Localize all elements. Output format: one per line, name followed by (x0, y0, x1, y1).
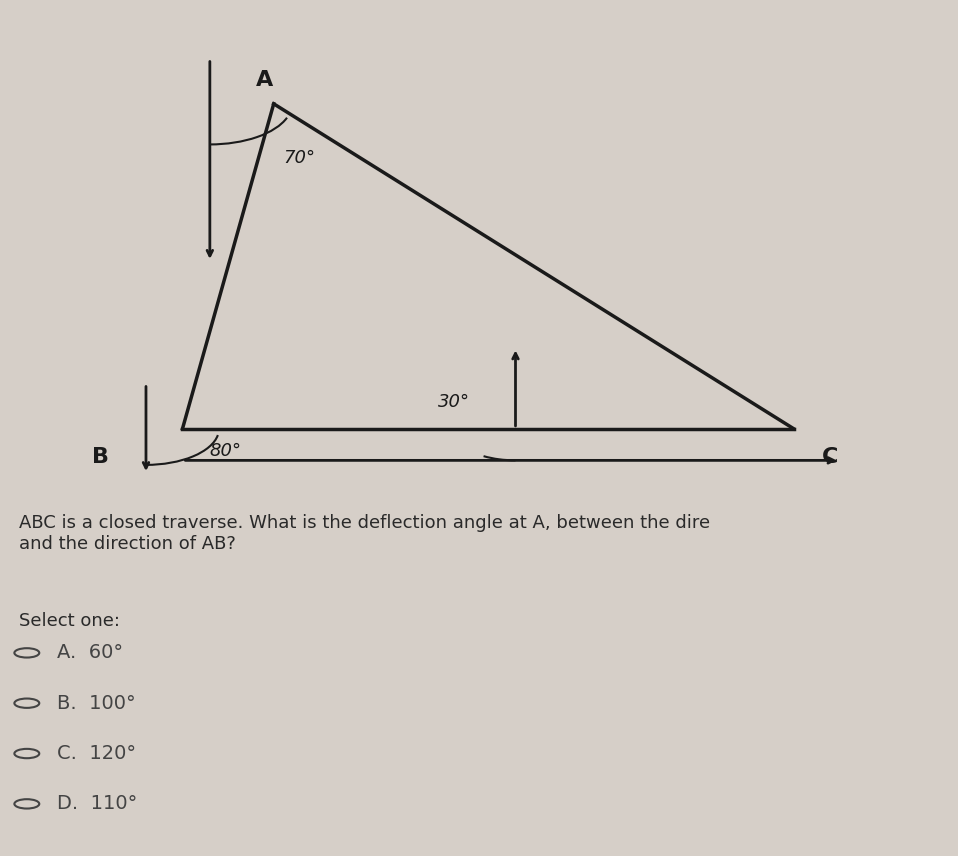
Text: C.  120°: C. 120° (57, 744, 137, 763)
Text: ABC is a closed traverse. What is the deflection angle at A, between the dire
an: ABC is a closed traverse. What is the de… (19, 514, 710, 553)
Text: 80°: 80° (210, 443, 241, 461)
Text: A: A (256, 70, 273, 90)
Text: 30°: 30° (438, 393, 469, 411)
Text: D.  110°: D. 110° (57, 794, 138, 813)
Text: C: C (822, 447, 838, 467)
Text: Select one:: Select one: (19, 611, 120, 629)
Text: A.  60°: A. 60° (57, 644, 124, 663)
Text: B: B (92, 447, 109, 467)
Text: 70°: 70° (283, 149, 315, 167)
Text: B.  100°: B. 100° (57, 693, 136, 713)
